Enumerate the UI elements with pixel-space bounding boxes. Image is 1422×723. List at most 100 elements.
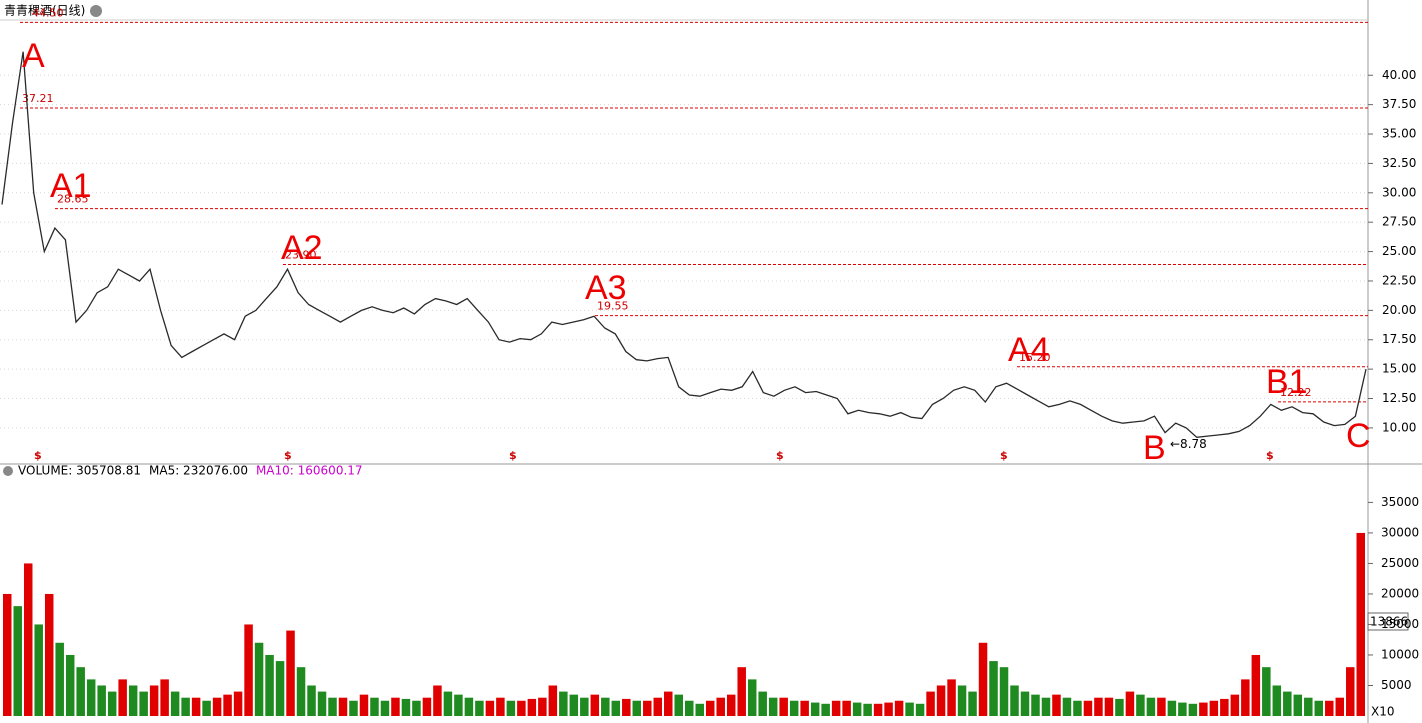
volume-bar (44, 593, 54, 716)
volume-bar (1104, 697, 1114, 716)
volume-bar (1251, 654, 1261, 716)
volume-bar (978, 642, 988, 716)
volume-bar (139, 691, 148, 716)
legend-label: MA5: 232076.00 (149, 464, 248, 478)
volume-bar (842, 700, 851, 716)
volume-bar (1188, 703, 1198, 716)
volume-bar (296, 667, 306, 716)
y-tick-label: 5000 (1381, 678, 1412, 692)
volume-bar (412, 700, 421, 716)
volume-bar (223, 694, 232, 716)
volume-bar (370, 697, 379, 716)
volume-bar (202, 700, 211, 716)
volume-bar (475, 700, 484, 716)
level-label: 37.21 (22, 92, 54, 105)
volume-bar (55, 642, 64, 716)
volume-bar (1094, 697, 1103, 716)
level-label: 28.65 (57, 193, 89, 206)
volume-bar (590, 694, 600, 716)
chart-title: 青青稞酒(日线) (4, 4, 85, 18)
volume-bar (34, 624, 43, 716)
volume-bar (1146, 697, 1156, 716)
volume-bar (1041, 697, 1051, 716)
volume-bar (1325, 700, 1334, 716)
volume-bar (852, 702, 862, 716)
y-tick-label: 40.00 (1382, 68, 1416, 82)
unit-label: X10 (1371, 705, 1395, 719)
y-tick-label: 25.00 (1382, 244, 1416, 258)
volume-bar (1010, 685, 1019, 716)
volume-bar (65, 654, 75, 716)
volume-bar (905, 702, 914, 716)
volume-bar (716, 697, 725, 716)
level-label: 15.20 (1019, 351, 1051, 364)
volume-bar (1052, 694, 1061, 716)
volume-bar (1125, 691, 1135, 716)
volume-bar (181, 697, 190, 716)
volume-bar (831, 700, 841, 716)
volume-bar (957, 685, 967, 716)
dividend-marker: $ (1266, 449, 1274, 462)
volume-bar (1020, 691, 1030, 716)
volume-bar (517, 700, 526, 716)
volume-bar (527, 698, 537, 716)
volume-bar (915, 703, 925, 716)
volume-bar (170, 691, 180, 716)
y-tick-label: 30.00 (1382, 185, 1416, 199)
volume-bar (149, 685, 159, 716)
volume-bar (317, 691, 327, 716)
annotation: B1 (1266, 363, 1308, 401)
dividend-marker: $ (776, 449, 784, 462)
volume-bar (244, 624, 253, 716)
y-tick-label: 37.50 (1382, 97, 1416, 111)
y-tick-label: 27.50 (1382, 215, 1416, 229)
volume-bar (643, 700, 652, 716)
annotation: A (22, 37, 45, 75)
y-tick-label: 10.00 (1382, 420, 1416, 434)
dividend-marker: $ (34, 449, 42, 462)
volume-bar (695, 703, 704, 716)
volume-bar (685, 700, 694, 716)
volume-bar (1230, 694, 1240, 716)
y-tick-label: 20000 (1381, 586, 1419, 600)
volume-bar (622, 698, 631, 716)
volume-bar (1220, 698, 1229, 716)
volume-bar (947, 679, 956, 716)
volume-bar (779, 697, 788, 716)
menu-icon[interactable] (3, 466, 13, 476)
volume-bar (128, 685, 138, 716)
volume-bar (580, 697, 589, 716)
volume-bar (275, 661, 285, 716)
y-tick-label: 12.50 (1382, 391, 1416, 405)
volume-bar (800, 700, 809, 716)
volume-bar (1272, 685, 1282, 716)
volume-bar (422, 697, 432, 716)
level-label: 44.50 (32, 6, 64, 19)
legend-label: VOLUME: 305708.81 (18, 464, 141, 478)
volume-bar (254, 642, 264, 716)
dividend-marker: $ (1000, 449, 1008, 462)
volume-bar (821, 703, 830, 716)
volume-bar (13, 606, 22, 716)
volume-bar (1262, 667, 1271, 716)
volume-bar (968, 691, 977, 716)
y-tick-label: 35.00 (1382, 127, 1416, 141)
volume-bar (1083, 700, 1093, 716)
volume-bar (999, 667, 1009, 716)
volume-bar (118, 679, 127, 716)
volume-bar (443, 691, 453, 716)
volume-bar (705, 700, 715, 716)
level-label: 12.22 (1280, 386, 1312, 399)
y-tick-label: 10000 (1381, 647, 1419, 661)
low-label: ←8.78 (1170, 437, 1207, 451)
volume-bar (789, 700, 799, 716)
menu-icon[interactable] (90, 5, 102, 17)
y-tick-label: 32.50 (1382, 156, 1416, 170)
volume-bar (1199, 702, 1208, 716)
level-label: 19.55 (597, 300, 629, 313)
annotation: B (1143, 429, 1166, 467)
annotation: A2 (281, 229, 323, 267)
y-tick-label: 20.00 (1382, 303, 1416, 317)
dividend-marker: $ (284, 449, 292, 462)
